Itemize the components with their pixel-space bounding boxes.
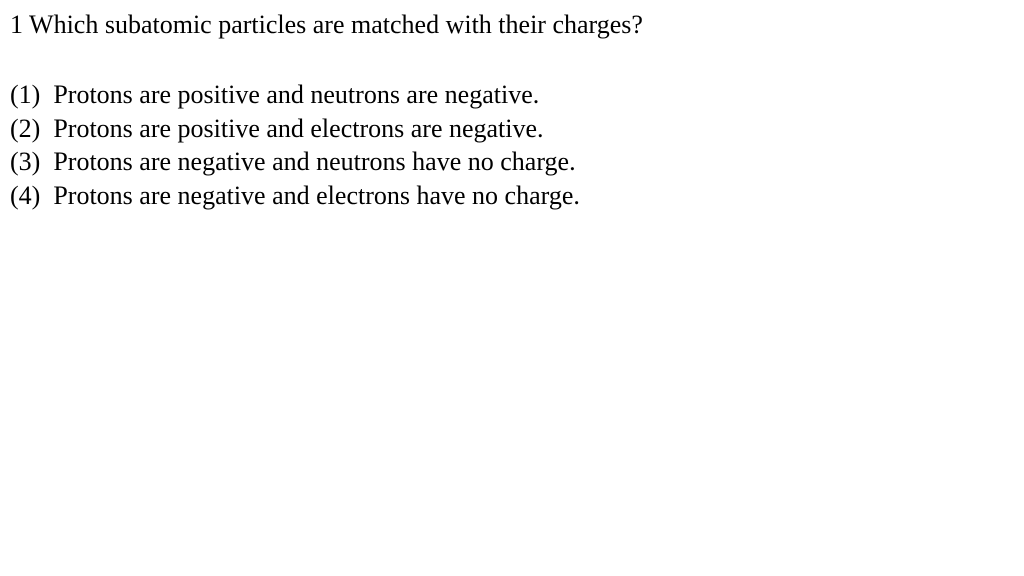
option-2: (2) Protons are positive and electrons a… bbox=[10, 112, 1014, 146]
option-text: Protons are positive and electrons are n… bbox=[53, 112, 543, 146]
option-number: (1) bbox=[10, 78, 40, 112]
option-text: Protons are negative and electrons have … bbox=[53, 179, 580, 213]
option-3: (3) Protons are negative and neutrons ha… bbox=[10, 145, 1014, 179]
options-list: (1) Protons are positive and neutrons ar… bbox=[10, 78, 1014, 213]
question-text: Which subatomic particles are matched wi… bbox=[29, 10, 643, 39]
option-text: Protons are positive and neutrons are ne… bbox=[53, 78, 539, 112]
option-number: (4) bbox=[10, 179, 40, 213]
option-number: (3) bbox=[10, 145, 40, 179]
question-line: 1 Which subatomic particles are matched … bbox=[10, 8, 1014, 42]
option-text: Protons are negative and neutrons have n… bbox=[53, 145, 575, 179]
option-4: (4) Protons are negative and electrons h… bbox=[10, 179, 1014, 213]
option-number: (2) bbox=[10, 112, 40, 146]
document-content: 1 Which subatomic particles are matched … bbox=[0, 0, 1024, 221]
question-number: 1 bbox=[10, 10, 23, 39]
option-spacer bbox=[40, 179, 53, 213]
option-spacer bbox=[40, 145, 53, 179]
option-spacer bbox=[40, 112, 53, 146]
option-spacer bbox=[40, 78, 53, 112]
option-1: (1) Protons are positive and neutrons ar… bbox=[10, 78, 1014, 112]
